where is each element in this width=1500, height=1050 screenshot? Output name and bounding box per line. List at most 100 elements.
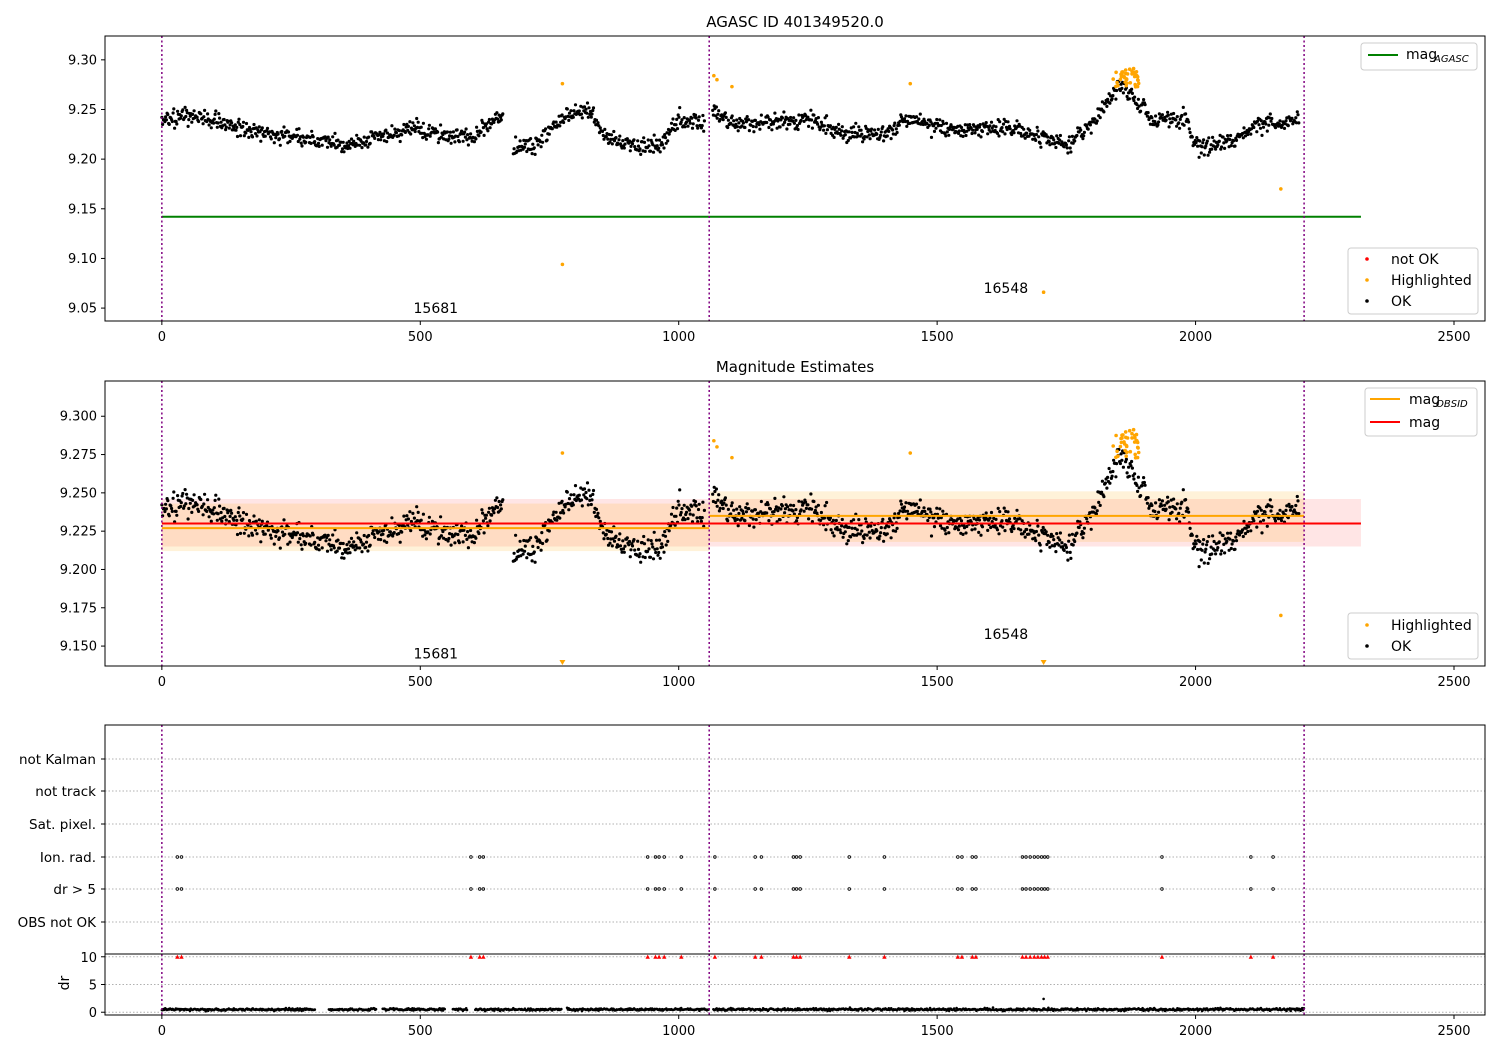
- ok-point: [296, 139, 300, 144]
- ok-point: [1160, 113, 1164, 117]
- ok-point: [1102, 495, 1106, 499]
- highlighted-point: [1111, 444, 1115, 448]
- ok-point: [317, 548, 321, 552]
- ok-point: [585, 481, 590, 485]
- ok-point: [311, 533, 315, 537]
- highlighted-point: [1119, 436, 1123, 441]
- ok-point: [1258, 126, 1263, 130]
- ok-point: [263, 134, 267, 138]
- ok-point: [959, 519, 964, 523]
- ok-point: [840, 517, 844, 522]
- ok-point: [932, 525, 937, 529]
- ok-point: [218, 116, 222, 120]
- ok-point: [531, 544, 535, 549]
- ok-point: [223, 123, 227, 127]
- ok-point: [639, 152, 643, 156]
- ok-point: [898, 509, 902, 513]
- ok-point: [1046, 533, 1050, 537]
- ok-point: [533, 560, 537, 564]
- ok-point: [346, 144, 351, 148]
- highlighted-point: [715, 77, 719, 82]
- ok-point: [843, 530, 847, 534]
- ok-point: [642, 542, 647, 546]
- ok-point: [560, 113, 564, 117]
- ok-point: [1069, 556, 1073, 561]
- ok-point: [463, 130, 467, 134]
- ok-point: [1100, 490, 1104, 494]
- ok-point: [658, 556, 662, 560]
- ok-point: [1190, 533, 1194, 537]
- ok-point: [547, 529, 551, 533]
- ok-point: [971, 128, 975, 132]
- ok-point: [1139, 494, 1143, 498]
- ok-point: [1202, 561, 1206, 565]
- ok-point: [161, 122, 165, 126]
- ok-point: [879, 130, 883, 134]
- ok-point: [729, 121, 733, 125]
- ok-point: [585, 111, 589, 115]
- ok-point: [186, 517, 190, 521]
- ok-point: [283, 134, 287, 138]
- ok-point: [684, 120, 689, 124]
- ok-point: [642, 136, 646, 140]
- ok-point: [660, 143, 665, 147]
- ok-point: [360, 146, 364, 150]
- ok-point: [819, 510, 824, 515]
- ok-point: [964, 133, 968, 138]
- ok-point: [610, 544, 614, 548]
- ok-point: [247, 519, 252, 523]
- ok-point: [580, 504, 584, 508]
- ok-point: [591, 488, 596, 493]
- ok-point: [384, 128, 388, 132]
- ok-point: [899, 115, 904, 119]
- ok-point: [1211, 135, 1215, 139]
- ok-point: [235, 518, 239, 523]
- y-tick-label: 10: [80, 951, 97, 966]
- ok-point: [1255, 130, 1259, 134]
- below-range-marker: [559, 660, 566, 665]
- ok-point: [179, 504, 183, 509]
- ok-point: [580, 116, 584, 120]
- highlighted-point: [1133, 452, 1137, 457]
- ok-point: [552, 510, 556, 514]
- ok-point: [1193, 539, 1197, 543]
- ok-point: [920, 509, 925, 513]
- ok-point: [1120, 86, 1124, 90]
- ok-point: [729, 504, 734, 508]
- obsid-label-15681: 15681: [414, 301, 459, 317]
- ok-point: [1132, 98, 1136, 103]
- flag-marker: [1249, 855, 1253, 859]
- flag-marker: [713, 887, 717, 891]
- ok-point: [945, 130, 949, 134]
- ok-point: [961, 134, 965, 138]
- ok-point: [904, 114, 908, 118]
- ok-point: [657, 138, 662, 142]
- ok-point: [736, 129, 740, 133]
- legend-not-ok: not OK: [1391, 252, 1439, 268]
- ok-point: [956, 528, 961, 532]
- ok-point: [778, 125, 782, 129]
- ok-point: [693, 500, 698, 504]
- ok-point: [316, 543, 321, 547]
- ok-point: [1153, 509, 1157, 514]
- ok-point: [373, 535, 377, 540]
- ok-point: [590, 498, 594, 502]
- ok-point: [1263, 510, 1267, 514]
- ok-point: [744, 510, 749, 514]
- ok-point: [693, 113, 698, 117]
- ok-point: [980, 129, 985, 134]
- ok-point: [352, 139, 356, 143]
- ok-point: [941, 119, 945, 123]
- ok-point: [947, 531, 951, 535]
- dr-clipped-marker: [175, 954, 180, 959]
- ok-point: [997, 532, 1001, 536]
- ok-point: [328, 538, 332, 542]
- ok-point: [1052, 138, 1056, 142]
- ok-point: [1241, 534, 1245, 539]
- ok-point: [487, 510, 491, 514]
- ok-point: [675, 117, 679, 121]
- ok-point: [846, 539, 850, 543]
- ok-point: [190, 510, 194, 514]
- ok-point: [1255, 525, 1259, 529]
- legend-highlighted: Highlighted: [1391, 273, 1472, 289]
